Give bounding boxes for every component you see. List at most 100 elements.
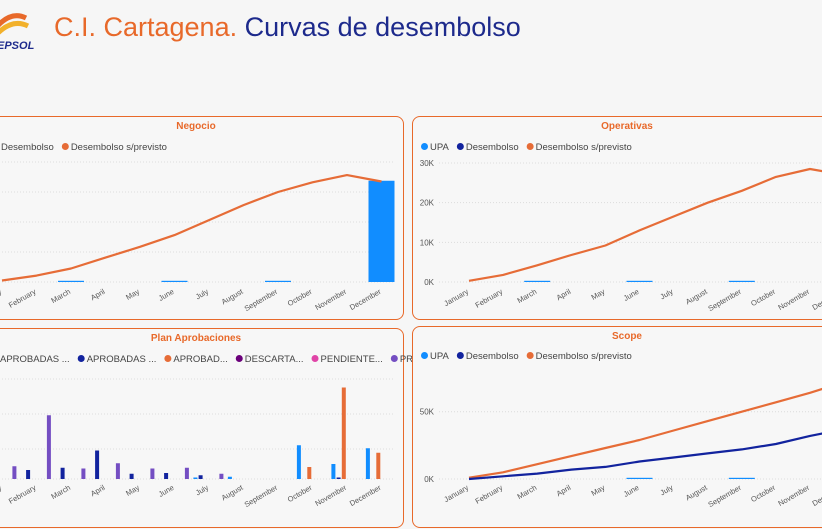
scope-x-tick-september: September	[707, 483, 744, 509]
operativas-legend-label-2[interactable]: Desembolso s/previsto	[536, 142, 632, 153]
plan-bar-previstas-march[interactable]	[81, 468, 86, 480]
operativas-x-tick-february: February	[474, 287, 505, 310]
operativas-line-previsto[interactable]	[468, 167, 822, 282]
negocio-x-tick-december: December	[348, 287, 383, 312]
operativas-x-tick-june: June	[622, 287, 641, 303]
operativas-legend-label-0[interactable]: UPA	[430, 142, 449, 153]
operativas-bar-september[interactable]	[728, 280, 755, 282]
plan-legend-label-1[interactable]: APROBADAS ...	[87, 354, 157, 365]
operativas-bar-march[interactable]	[524, 280, 551, 282]
plan-x-tick-january: January	[0, 483, 3, 504]
scope-bar-june[interactable]	[626, 477, 653, 479]
operativas-y-tick-2: 20K	[420, 199, 435, 208]
operativas-x-tick-july: July	[659, 287, 675, 302]
plan-x-tick-may: May	[124, 483, 141, 498]
negocio-panel[interactable]: Negocio Desembolso Desembolso s/previsto J…	[0, 116, 404, 320]
plan-bar-aprobadas-3-december[interactable]	[376, 452, 381, 479]
plan-x-tick-april: April	[89, 483, 107, 498]
scope-panel[interactable]: Scope UPA Desembolso Desembolso s/previsto…	[412, 326, 822, 528]
operativas-y-tick-3: 30K	[420, 159, 435, 168]
negocio-chart[interactable]: Desembolso Desembolso s/previsto January Fe…	[0, 117, 405, 321]
scope-line-desembolso[interactable]	[468, 429, 822, 481]
plan-aprobaciones-chart[interactable]: APROBADAS ... APROBADAS ... APROBAD... DESC…	[0, 329, 463, 529]
negocio-bar-december[interactable]	[368, 180, 395, 282]
plan-x-tick-june: June	[157, 483, 176, 499]
plan-bar-aprobadas-1-october[interactable]	[296, 445, 301, 479]
negocio-bar-june[interactable]	[161, 280, 188, 282]
negocio-line-previsto[interactable]	[1, 173, 382, 282]
negocio-x-tick-january: January	[0, 287, 3, 308]
negocio-x-tick-july: July	[194, 287, 210, 302]
operativas-bar-june[interactable]	[626, 280, 653, 282]
plan-x-tick-december: December	[348, 483, 383, 508]
negocio-bar-march[interactable]	[58, 280, 84, 282]
plan-legend-marker-2[interactable]	[164, 355, 172, 362]
plan-bar-aprobadas-1-december[interactable]	[365, 448, 370, 479]
plan-bar-aprobadas-2-july[interactable]	[198, 475, 203, 479]
plan-legend-marker-3[interactable]	[235, 355, 243, 362]
plan-bar-previstas-july[interactable]	[219, 473, 224, 479]
plan-bar-aprobadas-2-april[interactable]	[95, 450, 100, 480]
negocio-legend-label-0[interactable]: Desembolso	[1, 142, 54, 153]
plan-legend-marker-1[interactable]	[77, 355, 85, 362]
operativas-legend-label-1[interactable]: Desembolso	[466, 142, 519, 153]
operativas-legend-marker-0[interactable]	[421, 143, 428, 150]
page-title-subject: Curvas de desembolso	[244, 12, 521, 42]
plan-legend-label-4[interactable]: PENDIENTE...	[321, 354, 383, 365]
operativas-legend-marker-2[interactable]	[526, 143, 534, 150]
scope-bar-september[interactable]	[728, 477, 755, 479]
plan-bar-aprobadas-2-june[interactable]	[164, 473, 169, 479]
negocio-bar-september[interactable]	[265, 280, 291, 282]
operativas-panel[interactable]: Operativas UPA Desembolso Desembolso s/pre…	[412, 116, 822, 320]
plan-bar-previstas-june[interactable]	[184, 467, 189, 479]
scope-legend-label-1[interactable]: Desembolso	[466, 351, 519, 362]
negocio-x-tick-april: April	[89, 287, 107, 302]
plan-bar-aprobadas-2-november[interactable]	[336, 477, 341, 480]
negocio-legend-marker-1[interactable]	[61, 143, 69, 150]
operativas-x-tick-april: April	[555, 287, 573, 302]
plan-legend-marker-4[interactable]	[311, 355, 319, 362]
plan-bar-previstas-may[interactable]	[150, 468, 155, 480]
scope-legend-label-0[interactable]: UPA	[430, 351, 449, 362]
scope-x-tick-december: December	[811, 483, 822, 508]
scope-x-tick-october: October	[749, 483, 777, 504]
plan-bar-aprobadas-3-october[interactable]	[307, 467, 312, 479]
plan-bar-aprobadas-2-february[interactable]	[26, 470, 31, 479]
plan-legend-label-3[interactable]: DESCARTA...	[245, 354, 304, 365]
scope-chart[interactable]: UPA Desembolso Desembolso s/previsto 0K 50K J…	[413, 327, 822, 529]
operativas-x-tick-november: November	[777, 287, 812, 312]
operativas-x-tick-march: March	[516, 287, 539, 305]
plan-bar-aprobadas-1-july[interactable]	[193, 477, 198, 480]
plan-x-tick-october: October	[286, 483, 314, 504]
negocio-x-tick-february: February	[7, 287, 38, 310]
scope-legend-marker-1[interactable]	[456, 352, 464, 359]
logo-text: EPSOL	[0, 40, 35, 52]
logo-sun-arc-2	[0, 21, 30, 35]
operativas-x-tick-september: September	[707, 287, 744, 313]
scope-legend-marker-0[interactable]	[421, 352, 428, 359]
operativas-chart[interactable]: UPA Desembolso Desembolso s/previsto 0K 10K 2…	[413, 117, 822, 321]
plan-bar-previstas-april[interactable]	[115, 463, 120, 479]
plan-bar-previstas-february[interactable]	[46, 415, 51, 479]
scope-line-previsto[interactable]	[468, 382, 822, 479]
scope-legend-marker-2[interactable]	[526, 352, 534, 359]
plan-bar-previstas-january[interactable]	[12, 466, 17, 479]
plan-bar-aprobadas-1-november[interactable]	[331, 464, 336, 479]
plan-x-tick-september: September	[243, 483, 280, 509]
page-title: C.I. Cartagena. Curvas de desembolso	[54, 12, 521, 43]
plan-bar-aprobadas-1-august[interactable]	[227, 476, 232, 479]
operativas-legend-marker-1[interactable]	[456, 143, 464, 150]
plan-legend-label-0[interactable]: APROBADAS ...	[0, 354, 70, 365]
plan-bar-aprobadas-2-may[interactable]	[129, 473, 134, 479]
plan-bar-aprobadas-3-november[interactable]	[341, 387, 346, 480]
plan-aprobaciones-panel[interactable]: Plan Aprobaciones APROBADAS ... APROBADAS…	[0, 328, 463, 529]
negocio-legend-label-1[interactable]: Desembolso s/previsto	[71, 142, 167, 153]
plan-legend-label-2[interactable]: APROBAD...	[173, 354, 227, 365]
negocio-x-tick-september: September	[243, 287, 280, 313]
scope-x-tick-january: January	[442, 483, 470, 504]
operativas-y-tick-0: 0K	[424, 278, 434, 287]
negocio-x-tick-may: May	[124, 287, 141, 302]
plan-legend-marker-5[interactable]	[390, 355, 398, 362]
plan-bar-aprobadas-2-march[interactable]	[60, 467, 65, 479]
scope-legend-label-2[interactable]: Desembolso s/previsto	[536, 351, 632, 362]
